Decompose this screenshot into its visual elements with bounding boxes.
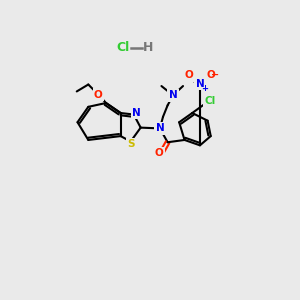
Text: +: + — [201, 84, 208, 93]
Text: Cl: Cl — [204, 96, 216, 106]
Text: N: N — [155, 123, 164, 134]
Text: Cl: Cl — [116, 41, 130, 54]
Text: O: O — [206, 70, 215, 80]
Text: N: N — [169, 90, 177, 100]
Text: O: O — [185, 70, 194, 80]
Text: O: O — [94, 89, 103, 100]
Text: H: H — [142, 41, 153, 54]
Text: O: O — [155, 148, 164, 158]
Text: S: S — [127, 139, 134, 149]
Text: N: N — [196, 79, 204, 89]
Text: −: − — [211, 70, 219, 80]
Text: N: N — [132, 108, 141, 118]
